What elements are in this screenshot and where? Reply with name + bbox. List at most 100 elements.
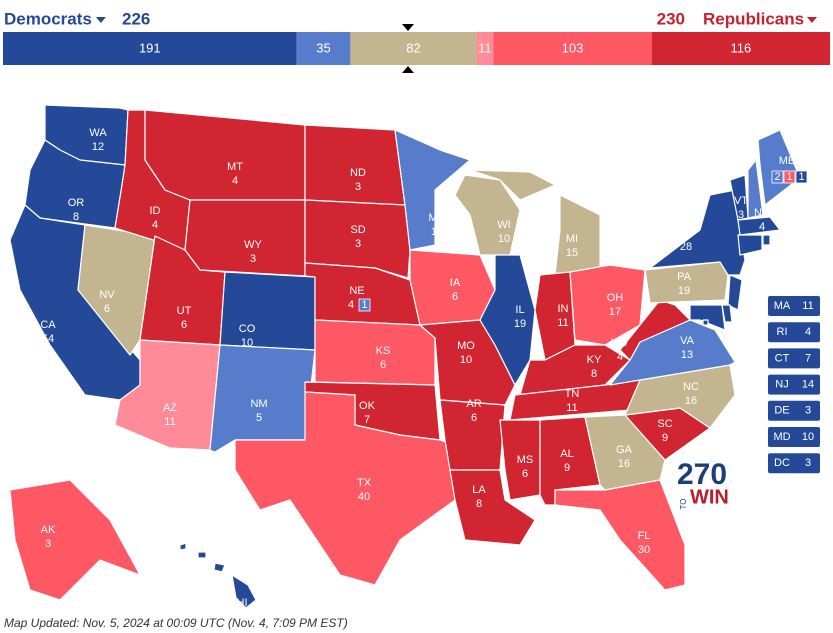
state-votes: 10	[431, 226, 443, 238]
state-shape	[554, 479, 686, 591]
small-state-votes: 3	[805, 457, 811, 469]
state-shape	[197, 551, 207, 559]
state-abbr: NC	[683, 381, 699, 393]
state-abbr: AR	[466, 398, 481, 410]
state-abbr: AZ	[163, 402, 177, 414]
state-shape	[439, 399, 506, 471]
state-votes: 6	[522, 468, 528, 480]
state-abbr: OK	[359, 400, 376, 412]
right-party-label[interactable]: Republicans	[703, 9, 804, 28]
small-state-votes: 10	[802, 431, 814, 443]
logo-win: WIN	[690, 486, 729, 508]
state-votes: 4	[617, 351, 623, 363]
district-box	[771, 170, 784, 184]
small-state-votes: 4	[805, 326, 811, 338]
state-votes: 10	[498, 233, 510, 245]
right-dropdown-caret[interactable]	[807, 17, 817, 23]
state-votes: 3	[250, 253, 256, 265]
small-state-abbr: CT	[775, 352, 790, 364]
state-abbr: MT	[227, 161, 243, 173]
bar-segment-label: 11	[478, 40, 492, 55]
small-state-box	[768, 322, 820, 343]
state-abbr: ND	[350, 167, 366, 179]
state-shape	[747, 159, 764, 219]
district-votes: 2	[774, 171, 780, 183]
state-votes: 4	[348, 299, 354, 311]
logo: 270 TO WIN	[677, 458, 729, 510]
state-abbr: CA	[40, 319, 56, 331]
bar-segment	[350, 32, 477, 65]
small-state-abbr: NJ	[775, 379, 788, 391]
state-abbr: TX	[357, 477, 372, 489]
state-shape	[702, 319, 709, 326]
state-votes: 4	[232, 175, 238, 187]
bar-segment	[651, 32, 830, 65]
state-votes: 8	[476, 498, 482, 510]
footer-note: Map Updated: Nov. 5, 2024 at 00:09 UTC (…	[4, 616, 348, 630]
district-box	[358, 298, 371, 312]
state-votes: 8	[73, 211, 79, 223]
state-votes: 17	[609, 306, 621, 318]
state-shape	[304, 124, 406, 206]
state-votes: 16	[685, 395, 697, 407]
state-abbr: WA	[89, 127, 107, 139]
state-abbr: ID	[150, 205, 161, 217]
district-votes: 1	[786, 171, 792, 183]
small-state-votes: 14	[802, 379, 814, 391]
bar-segment-label: 116	[730, 40, 751, 55]
state-abbr: PA	[677, 271, 692, 283]
district-box	[783, 170, 796, 184]
state-votes: 4	[239, 611, 245, 623]
state-shape	[534, 271, 576, 361]
state-abbr: UT	[177, 305, 192, 317]
state-abbr: KY	[587, 354, 602, 366]
bar-segment	[476, 32, 494, 65]
state-votes: 7	[364, 414, 370, 426]
state-abbr: WI	[497, 219, 510, 231]
state-abbr: KS	[376, 345, 391, 357]
state-shape	[727, 274, 743, 311]
state-votes: 10	[460, 354, 472, 366]
state-shape	[689, 304, 726, 331]
state-shape	[219, 271, 316, 351]
state-votes: 4	[759, 221, 765, 233]
state-abbr: VT	[734, 195, 748, 207]
district-votes: 1	[798, 171, 804, 183]
state-abbr: WY	[244, 239, 262, 251]
logo-number: 270	[677, 458, 727, 491]
small-state-boxes: MA 11 RI 4 CT 7 NJ 14 DE 3 MD 10 DC 3	[768, 296, 820, 474]
state-shape	[721, 304, 733, 323]
state-abbr: GA	[616, 444, 633, 456]
right-total: 230	[657, 9, 685, 28]
state-abbr: IN	[558, 303, 569, 315]
state-shape	[762, 234, 771, 246]
state-votes: 4	[152, 219, 158, 231]
small-state-box	[768, 374, 820, 395]
midpoint-marker-bottom	[402, 66, 414, 73]
state-votes: 8	[591, 368, 597, 380]
bar-segment-label: 103	[562, 40, 584, 55]
left-dropdown-caret[interactable]	[95, 17, 106, 23]
state-abbr: SD	[350, 224, 365, 236]
state-abbr: NM	[250, 398, 267, 410]
state-shape	[649, 189, 746, 276]
state-abbr: NE	[349, 285, 364, 297]
small-state-abbr: DE	[774, 405, 789, 417]
left-party-label[interactable]: Democrats	[4, 9, 92, 28]
state-votes: 11	[557, 317, 568, 329]
small-state-box	[768, 453, 820, 474]
state-abbr: IL	[515, 304, 524, 316]
small-state-box	[768, 400, 820, 421]
state-shape	[394, 129, 471, 251]
state-shape	[213, 562, 226, 573]
state-votes: 3	[738, 209, 744, 221]
state-votes: 54	[42, 333, 54, 345]
small-state-box	[768, 427, 820, 447]
state-votes: 6	[181, 319, 187, 331]
state-abbr: NV	[99, 289, 115, 301]
state-shapes	[9, 104, 801, 609]
small-state-box	[768, 348, 820, 369]
state-abbr: WV	[611, 337, 629, 349]
